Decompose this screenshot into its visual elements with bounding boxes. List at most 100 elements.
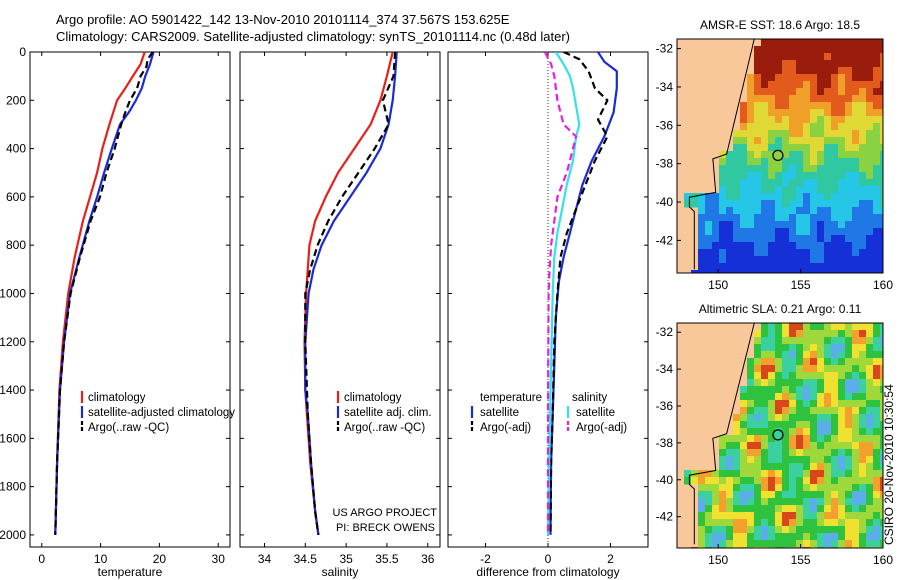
y-tick-label: 1000	[0, 286, 26, 300]
map-y-tick-label: -38	[656, 436, 674, 450]
grid-cell	[810, 53, 818, 61]
grid-cell	[810, 67, 818, 75]
grid-cell	[733, 186, 741, 194]
grid-cell	[838, 123, 846, 131]
grid-cell	[740, 540, 748, 548]
grid-cell	[733, 270, 741, 273]
grid-cell	[866, 172, 874, 180]
grid-cell	[880, 186, 883, 194]
grid-cell	[845, 470, 853, 478]
grid-cell	[733, 526, 741, 534]
x-tick-label: 10	[94, 552, 108, 566]
grid-cell	[740, 477, 748, 485]
grid-cell	[824, 144, 832, 152]
grid-cell	[726, 270, 734, 273]
grid-cell	[754, 372, 762, 380]
y-tick-label: 400	[6, 142, 26, 156]
grid-cell	[733, 449, 741, 457]
grid-cell	[747, 505, 755, 513]
grid-cell	[754, 67, 762, 75]
grid-cell	[859, 400, 867, 408]
grid-cell	[782, 498, 790, 506]
grid-cell	[810, 235, 818, 243]
grid-cell	[845, 512, 853, 520]
grid-cell	[761, 526, 769, 534]
grid-cell	[726, 533, 734, 541]
grid-cell	[831, 393, 839, 401]
grid-cell	[852, 179, 860, 187]
grid-cell	[859, 263, 867, 271]
grid-cell	[705, 505, 713, 513]
grid-cell	[803, 186, 811, 194]
grid-cell	[775, 172, 783, 180]
grid-cell	[761, 116, 769, 124]
grid-cell	[768, 330, 776, 338]
grid-cell	[691, 270, 699, 273]
grid-cell	[838, 263, 846, 271]
grid-cell	[740, 186, 748, 194]
legend-label-climatology: climatology	[88, 392, 146, 404]
x-tick-label: 35	[339, 552, 353, 566]
grid-cell	[789, 442, 797, 450]
map-x-tick-label: 160	[873, 278, 893, 292]
grid-cell	[754, 484, 762, 492]
grid-cell	[698, 263, 706, 271]
grid-cell	[782, 53, 790, 61]
grid-cell	[824, 519, 832, 527]
grid-cell	[719, 519, 727, 527]
grid-cell	[810, 249, 818, 257]
grid-cell	[859, 323, 867, 331]
grid-cell	[719, 228, 727, 236]
grid-cell	[873, 505, 881, 513]
grid-cell	[719, 526, 727, 534]
grid-cell	[782, 400, 790, 408]
grid-cell	[852, 95, 860, 103]
legend-label-temperature-argo-adj: Argo(-adj)	[480, 422, 531, 434]
grid-cell	[824, 449, 832, 457]
grid-cell	[803, 39, 811, 47]
grid-cell	[803, 263, 811, 271]
grid-cell	[747, 151, 755, 159]
grid-cell	[810, 533, 818, 541]
grid-cell	[852, 505, 860, 513]
y-tick-label: 800	[6, 238, 26, 252]
grid-cell	[880, 358, 883, 366]
grid-cell	[754, 158, 762, 166]
grid-cell	[852, 449, 860, 457]
grid-cell	[733, 263, 741, 271]
grid-cell	[754, 379, 762, 387]
grid-cell	[852, 540, 860, 548]
grid-cell	[726, 519, 734, 527]
map-y-tick-label: -34	[656, 80, 674, 94]
grid-cell	[866, 407, 874, 415]
grid-cell	[866, 39, 874, 47]
grid-cell	[838, 256, 846, 264]
grid-cell	[873, 109, 881, 117]
grid-cell	[817, 372, 825, 380]
grid-cell	[761, 512, 769, 520]
grid-cell	[845, 400, 853, 408]
grid-cell	[775, 540, 783, 548]
grid-cell	[838, 39, 846, 47]
grid-cell	[880, 372, 883, 380]
grid-cell	[824, 200, 832, 208]
grid-cell	[768, 540, 776, 548]
grid-cell	[761, 228, 769, 236]
grid-cell	[866, 456, 874, 464]
grid-cell	[768, 449, 776, 457]
grid-cell	[754, 512, 762, 520]
grid-cell	[768, 470, 776, 478]
grid-cell	[733, 414, 741, 422]
grid-cell	[782, 221, 790, 229]
grid-cell	[817, 330, 825, 338]
grid-cell	[726, 456, 734, 464]
grid-cell	[817, 365, 825, 373]
grid-cell	[824, 491, 832, 499]
grid-cell	[817, 46, 825, 54]
grid-cell	[768, 526, 776, 534]
grid-cell	[768, 116, 776, 124]
grid-cell	[824, 379, 832, 387]
grid-cell	[733, 442, 741, 450]
grid-cell	[873, 158, 881, 166]
